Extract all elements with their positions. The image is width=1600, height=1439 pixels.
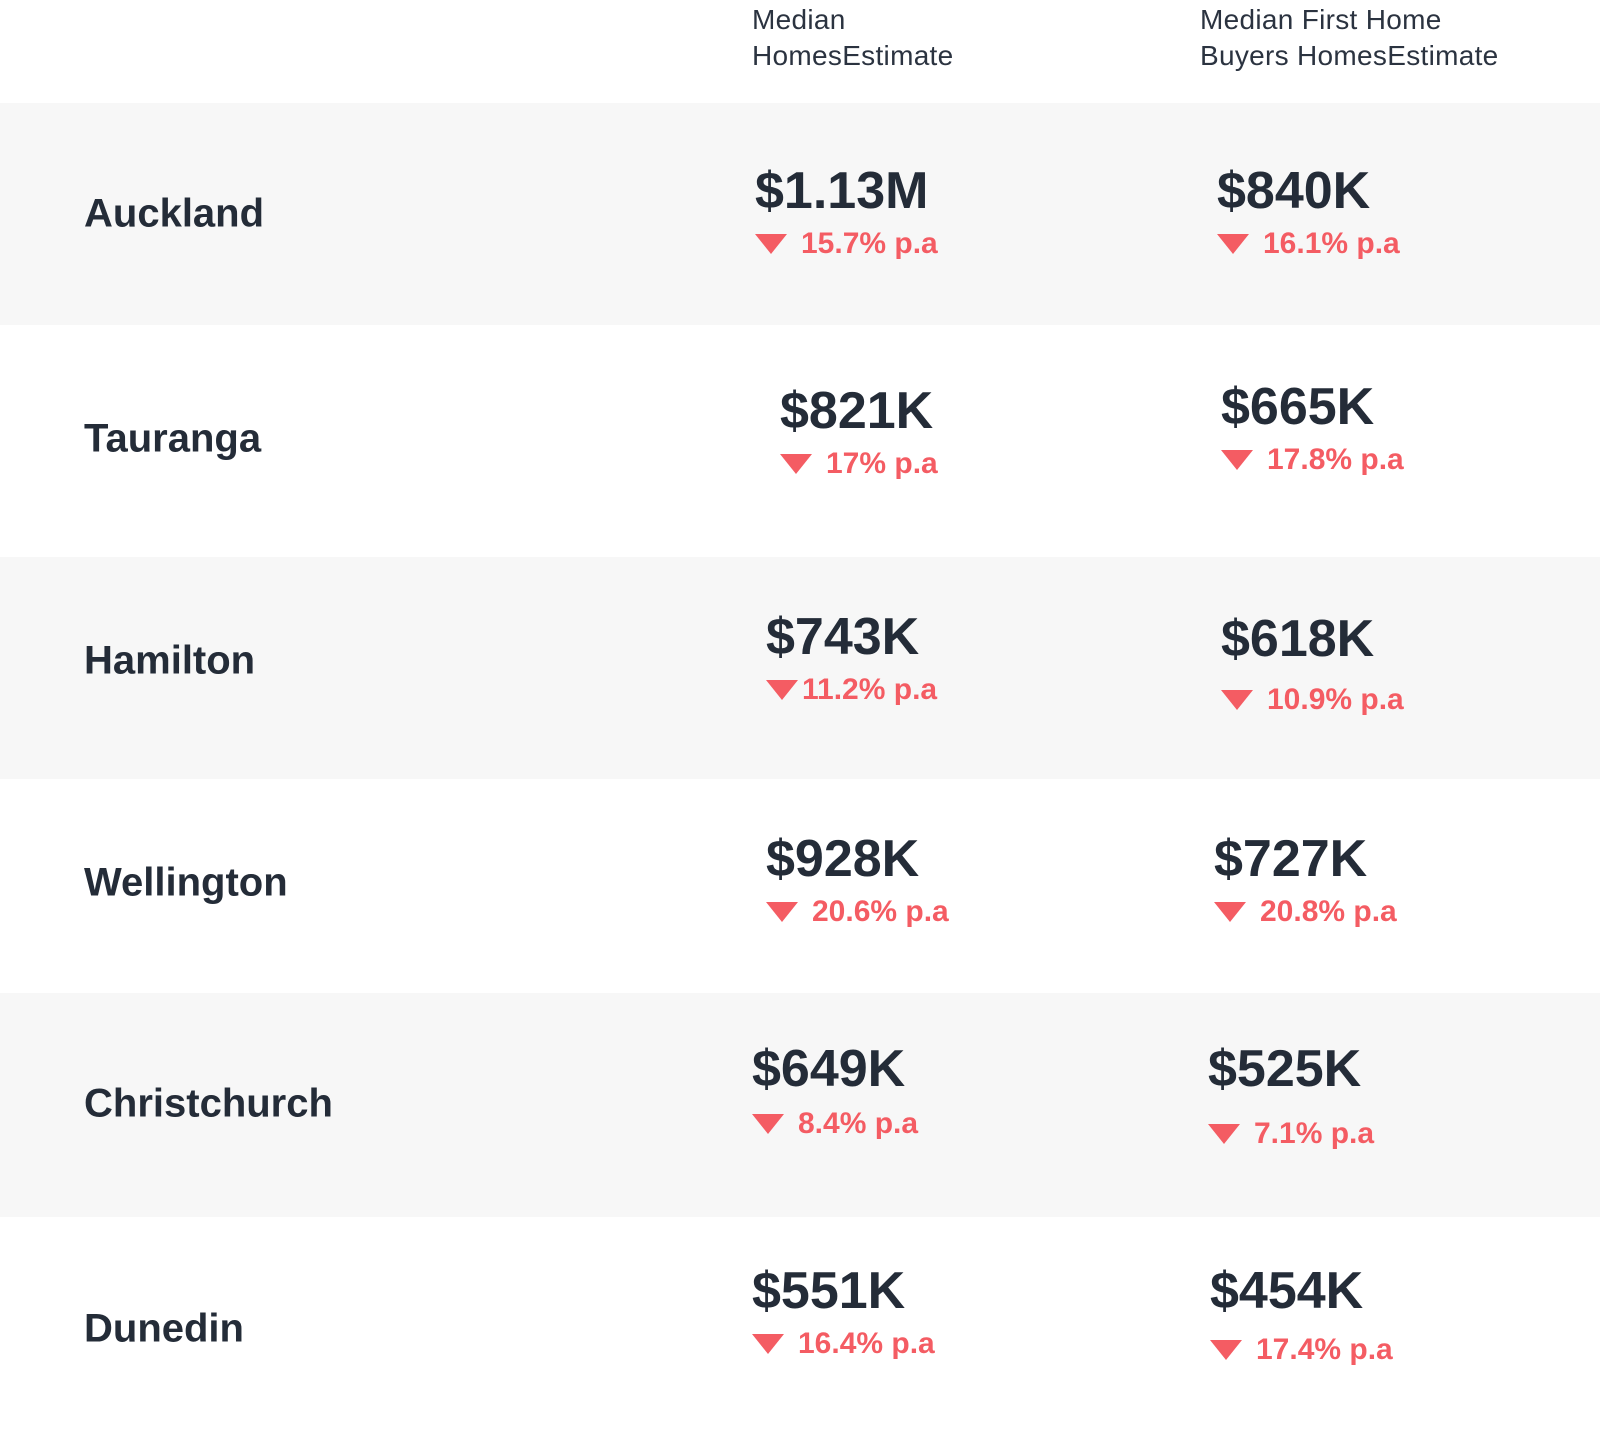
first-home-cell: $840K 16.1% p.a: [1217, 161, 1400, 261]
triangle-down-icon: [1208, 1124, 1240, 1144]
city-name: Tauranga: [84, 416, 262, 461]
table-header: Median HomesEstimate Median First Home B…: [0, 0, 1600, 103]
first-home-cell: $618K 10.9% p.a: [1221, 609, 1404, 717]
city-name: Christchurch: [84, 1081, 333, 1126]
column-header-first-home-line2: Buyers HomesEstimate: [1200, 40, 1499, 71]
triangle-down-icon: [1217, 234, 1249, 254]
triangle-down-icon: [752, 1114, 784, 1134]
triangle-down-icon: [755, 234, 787, 254]
first-home-cell: $454K 17.4% p.a: [1210, 1261, 1393, 1367]
first-home-change-value: 7.1% p.a: [1254, 1117, 1375, 1150]
first-home-change: 20.8% p.a: [1214, 895, 1397, 929]
first-home-price: $840K: [1217, 162, 1371, 220]
median-change-value: 11.2% p.a: [802, 673, 938, 706]
first-home-change-value: 20.8% p.a: [1260, 895, 1397, 928]
table-row: Christchurch $649K 8.4% p.a $525K 7.1% p…: [0, 993, 1600, 1217]
triangle-down-icon: [1221, 690, 1253, 710]
table-row: Hamilton $743K 11.2% p.a $618K 10.9% p.a: [0, 557, 1600, 779]
triangle-down-icon: [766, 680, 798, 700]
first-home-change: 17.4% p.a: [1210, 1333, 1393, 1367]
first-home-price: $665K: [1221, 378, 1375, 436]
first-home-change-value: 16.1% p.a: [1263, 227, 1400, 260]
city-name: Hamilton: [84, 638, 256, 683]
city-name: Wellington: [84, 860, 288, 905]
first-home-change-value: 17.8% p.a: [1267, 443, 1404, 476]
table-row: Dunedin $551K 16.4% p.a $454K 17.4% p.a: [0, 1217, 1600, 1439]
median-cell: $1.13M 15.7% p.a: [755, 161, 938, 261]
median-price: $743K: [766, 608, 920, 666]
first-home-price: $525K: [1208, 1040, 1362, 1098]
column-header-first-home-line1: Median First Home: [1200, 4, 1442, 35]
median-change: 15.7% p.a: [755, 227, 938, 261]
triangle-down-icon: [766, 902, 798, 922]
first-home-change: 7.1% p.a: [1208, 1117, 1374, 1151]
first-home-cell: $525K 7.1% p.a: [1208, 1039, 1374, 1151]
triangle-down-icon: [780, 454, 812, 474]
column-header-first-home: Median First Home Buyers HomesEstimate: [1200, 2, 1560, 74]
first-home-cell: $665K 17.8% p.a: [1221, 377, 1404, 477]
triangle-down-icon: [1214, 902, 1246, 922]
city-name: Auckland: [84, 191, 265, 236]
median-change: 11.2% p.a: [766, 673, 937, 707]
median-change: 17% p.a: [780, 447, 938, 481]
first-home-price: $727K: [1214, 830, 1368, 888]
median-change: 20.6% p.a: [766, 895, 949, 929]
first-home-change: 17.8% p.a: [1221, 443, 1404, 477]
median-price: $1.13M: [755, 162, 929, 220]
city-name: Dunedin: [84, 1306, 244, 1351]
first-home-change-value: 10.9% p.a: [1267, 683, 1404, 716]
median-change: 16.4% p.a: [752, 1327, 935, 1361]
median-cell: $821K 17% p.a: [780, 381, 938, 481]
column-header-median-line1: Median: [752, 4, 846, 35]
triangle-down-icon: [752, 1334, 784, 1354]
first-home-change-value: 17.4% p.a: [1256, 1333, 1393, 1366]
median-change-value: 16.4% p.a: [798, 1327, 935, 1360]
first-home-price: $454K: [1210, 1262, 1364, 1320]
median-cell: $551K 16.4% p.a: [752, 1261, 935, 1361]
median-price: $928K: [766, 830, 920, 888]
table-row: Auckland $1.13M 15.7% p.a $840K 16.1% p.…: [0, 103, 1600, 325]
median-cell: $928K 20.6% p.a: [766, 829, 949, 929]
median-price: $649K: [752, 1040, 906, 1098]
median-change-value: 20.6% p.a: [812, 895, 949, 928]
triangle-down-icon: [1210, 1340, 1242, 1360]
first-home-change: 16.1% p.a: [1217, 227, 1400, 261]
column-header-median-line2: HomesEstimate: [752, 40, 954, 71]
median-change: 8.4% p.a: [752, 1107, 918, 1141]
median-change-value: 15.7% p.a: [801, 227, 938, 260]
first-home-price: $618K: [1221, 610, 1375, 668]
median-cell: $743K 11.2% p.a: [766, 607, 937, 707]
triangle-down-icon: [1221, 450, 1253, 470]
median-price: $821K: [780, 382, 934, 440]
column-header-median: Median HomesEstimate: [752, 2, 1052, 74]
table-row: Tauranga $821K 17% p.a $665K 17.8% p.a: [0, 325, 1600, 557]
table-row: Wellington $928K 20.6% p.a $727K 20.8% p…: [0, 779, 1600, 993]
median-change-value: 8.4% p.a: [798, 1107, 919, 1140]
median-price: $551K: [752, 1262, 906, 1320]
median-change-value: 17% p.a: [826, 447, 938, 480]
first-home-cell: $727K 20.8% p.a: [1214, 829, 1397, 929]
first-home-change: 10.9% p.a: [1221, 683, 1404, 717]
median-cell: $649K 8.4% p.a: [752, 1039, 918, 1141]
